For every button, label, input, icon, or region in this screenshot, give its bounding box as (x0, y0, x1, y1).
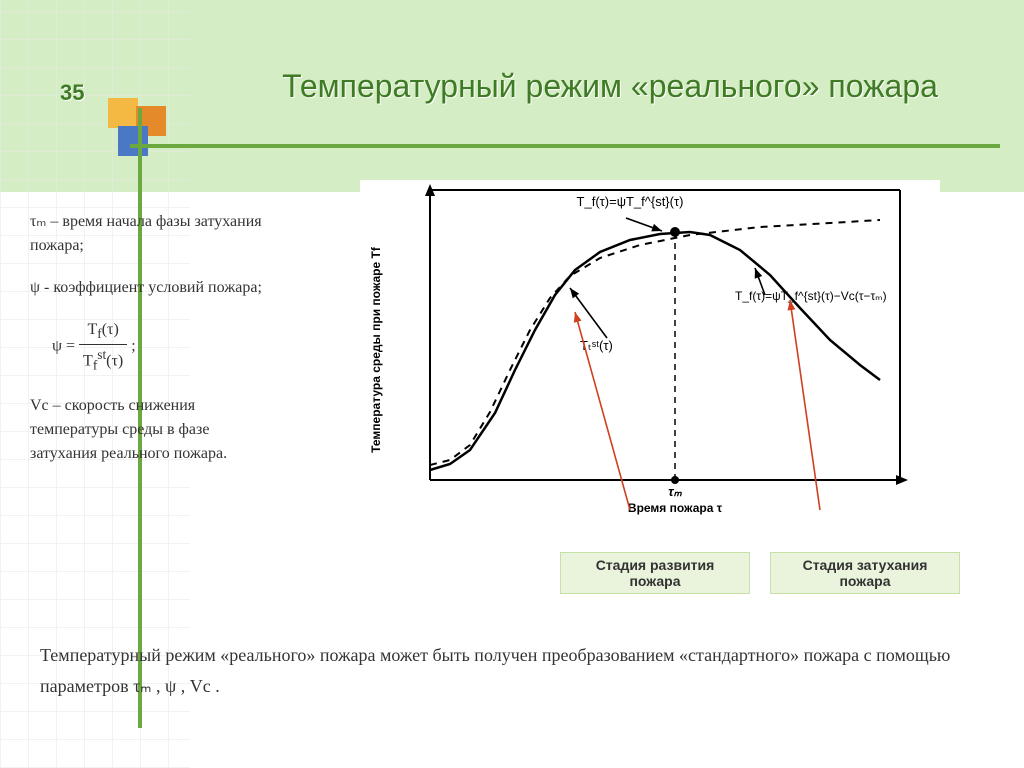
callout-decay: Стадия затухания пожара (770, 552, 960, 594)
formula-numerator: Tf(τ) (79, 318, 127, 345)
def-vc: Vc – скорость снижения температуры среды… (30, 394, 280, 466)
summary-text: Температурный режим «реального» пожара м… (40, 640, 960, 701)
svg-text:Время пожара τ: Время пожара τ (628, 501, 723, 515)
page-number: 35 (60, 80, 84, 106)
svg-text:τₘ: τₘ (668, 484, 682, 499)
fire-temperature-chart: Температура среды при пожаре Tf Время пож… (360, 180, 940, 560)
slide: 35 Температурный режим «реального» пожар… (0, 0, 1024, 768)
callout-development: Стадия развития пожара (560, 552, 750, 594)
definitions: τₘ – время начала фазы затухания пожара;… (30, 210, 280, 484)
horizontal-rule (130, 144, 1000, 148)
svg-text:Температура среды при пожаре T: Температура среды при пожаре Tf (369, 246, 383, 453)
svg-text:T_f(τ)=ψT_f^{st}(τ): T_f(τ)=ψT_f^{st}(τ) (577, 194, 684, 209)
formula-lhs: ψ = (52, 338, 75, 355)
formula-psi: ψ = Tf(τ) Tfst(τ) ; (52, 318, 280, 376)
def-tau-m: τₘ – время начала фазы затухания пожара; (30, 210, 280, 258)
page-title: Температурный режим «реального» пожара (230, 68, 990, 105)
def-psi: ψ - коэффициент условий пожара; (30, 276, 280, 300)
svg-text:T_f(τ)=ψT_f^{st}(τ)−Vc(τ−τₘ): T_f(τ)=ψT_f^{st}(τ)−Vc(τ−τₘ) (735, 289, 887, 303)
formula-denominator: Tfst(τ) (79, 345, 127, 376)
